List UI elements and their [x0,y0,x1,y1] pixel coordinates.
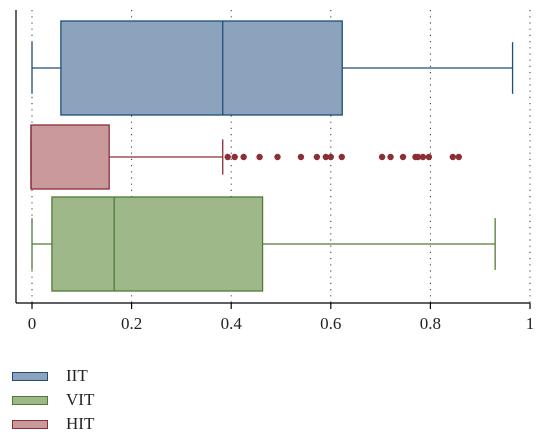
box-iit [31,20,514,116]
axes [15,10,530,304]
x-tick-label-5: 1 [526,314,535,333]
legend-label-vit: VIT [66,390,95,409]
legend-swatch-iit [12,371,48,381]
boxplot-chart: 0 0.2 0.4 0.6 0.8 1 [15,10,535,333]
outlier-1-15 [419,153,427,161]
x-axis-ticks: 0 0.2 0.4 0.6 0.8 1 [28,303,535,333]
outlier-1-14 [414,153,422,161]
box-rect-0 [60,20,343,116]
outlier-1-18 [455,153,462,161]
outlier-1-8 [327,153,334,161]
box-hit [30,124,462,190]
outlier-1-5 [297,153,305,161]
box-rect-2 [51,196,264,292]
x-tick-label-3: 0.6 [320,314,341,333]
outlier-1-10 [378,153,386,161]
outlier-1-11 [387,153,394,161]
outlier-1-4 [274,153,281,161]
outlier-1-3 [256,153,263,161]
legend-label-hit: HIT [66,414,95,433]
outlier-1-6 [313,153,321,161]
outlier-1-9 [338,153,345,161]
x-tick-label-2: 0.4 [221,314,243,333]
legend: IIT VIT HIT [12,364,94,436]
outlier-1-1 [231,153,238,161]
legend-swatch-vit [12,395,48,405]
outlier-1-2 [240,153,247,161]
box-vit [31,196,496,292]
outlier-1-0 [224,153,231,161]
box-rect-1 [30,124,110,190]
legend-label-iit: IIT [66,366,88,385]
legend-item-vit: VIT [12,388,94,412]
outlier-1-16 [425,153,433,161]
outlier-1-7 [322,153,330,161]
legend-item-hit: HIT [12,412,94,436]
box-series [30,20,514,292]
x-tick-label-1: 0.2 [121,314,142,333]
x-tick-label-4: 0.8 [420,314,441,333]
outlier-1-12 [399,153,407,161]
legend-item-iit: IIT [12,364,94,388]
outlier-1-17 [449,153,457,161]
x-tick-label-0: 0 [28,314,37,333]
legend-swatch-hit [12,419,48,429]
